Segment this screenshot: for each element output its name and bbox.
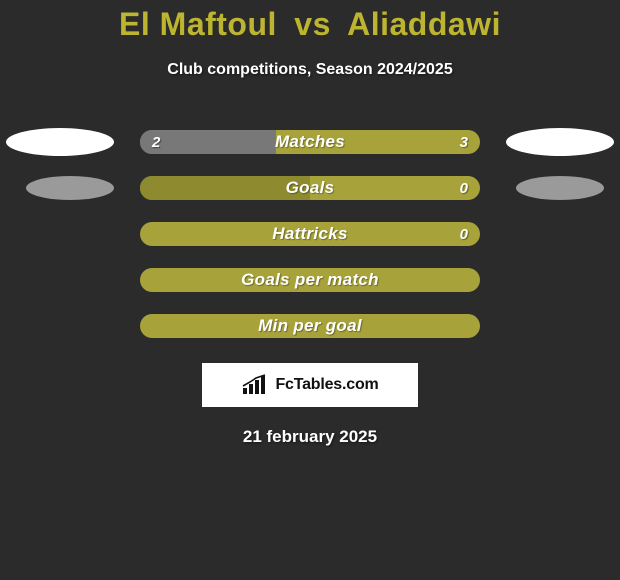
goals-right-value: 0 [460,176,468,200]
hattricks-label: Hattricks [140,222,480,246]
stat-row-matches: 2 Matches 3 [0,119,620,165]
bar-mpg: Min per goal [140,314,480,338]
stat-row-gpm: Goals per match [0,257,620,303]
bar-matches: 2 Matches 3 [140,130,480,154]
bar-gpm: Goals per match [140,268,480,292]
bar-goals: Goals 0 [140,176,480,200]
stat-row-mpg: Min per goal [0,303,620,349]
gpm-label: Goals per match [140,268,480,292]
player1-name: El Maftoul [119,6,277,42]
goals-label: Goals [140,176,480,200]
brand-text: FcTables.com [275,376,378,394]
mpg-label: Min per goal [140,314,480,338]
matches-label: Matches [140,130,480,154]
brand-box: FcTables.com [202,363,418,407]
bar-hattricks: Hattricks 0 [140,222,480,246]
date-label: 21 february 2025 [0,427,620,447]
matches-right-value: 3 [460,130,468,154]
hattricks-right-value: 0 [460,222,468,246]
stats-stack: 2 Matches 3 Goals 0 Hattricks 0 [0,119,620,349]
comparison-infographic: El Maftoul vs Aliaddawi Club competition… [0,0,620,580]
stat-row-hattricks: Hattricks 0 [0,211,620,257]
player2-name: Aliaddawi [347,6,501,42]
page-title: El Maftoul vs Aliaddawi [0,6,620,43]
subtitle: Club competitions, Season 2024/2025 [0,61,620,79]
vs-label: vs [294,6,331,42]
brand-chart-icon [241,374,269,396]
stat-row-goals: Goals 0 [0,165,620,211]
